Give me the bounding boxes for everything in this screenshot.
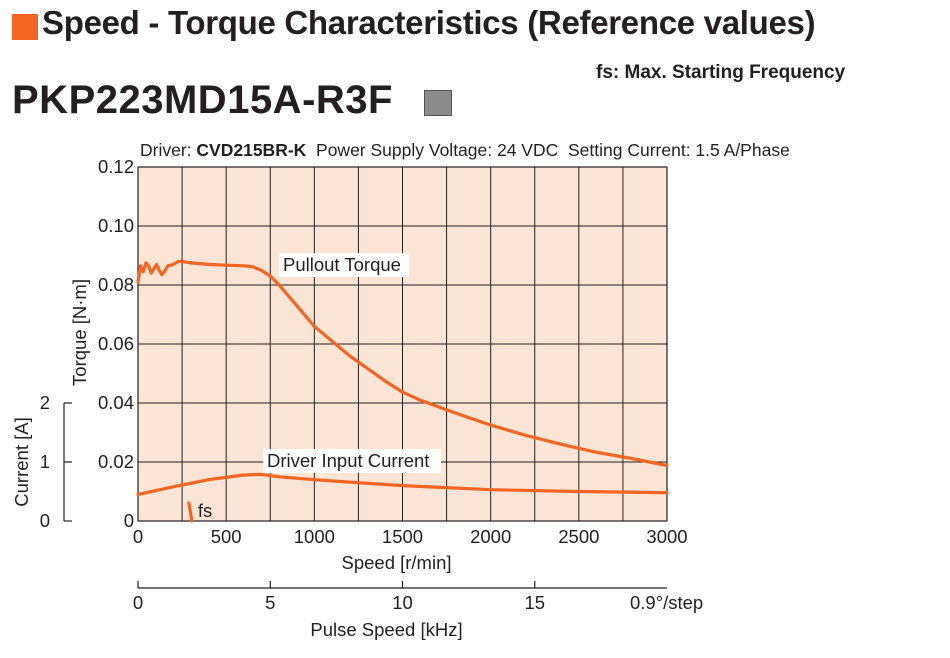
plot-frame xyxy=(137,166,668,522)
pulse-tick-label: 10 xyxy=(392,592,413,613)
pullout-label-bg xyxy=(279,253,409,277)
x-tick-label: 2500 xyxy=(558,526,599,547)
x2-axis-title: Pulse Speed [kHz] xyxy=(310,619,462,640)
driver-label: Driver: xyxy=(140,140,192,160)
model-name: PKP223MD15A-R3F xyxy=(12,78,393,122)
driver-name: CVD215BR-K xyxy=(196,140,307,160)
header-square-icon xyxy=(12,14,38,40)
pulse-speed-axis: 0 5 10 15 xyxy=(133,581,667,613)
pulse-tick-label: 15 xyxy=(524,592,545,613)
x-tick-label: 1000 xyxy=(294,526,335,547)
model-marker-square-icon xyxy=(424,90,452,116)
fs-label: fs xyxy=(198,500,212,521)
voltage-info: Power Supply Voltage: 24 VDC xyxy=(316,140,559,160)
y-tick-label: 0.10 xyxy=(98,215,134,236)
y2-axis-title: Current [A] xyxy=(11,417,32,506)
y-tick-label: 0.12 xyxy=(98,156,134,177)
current-tick-label: 1 xyxy=(40,451,50,472)
y-tick-label: 0.08 xyxy=(98,274,134,295)
y-tick-labels: 0 0.02 0.04 0.06 0.08 0.10 0.12 xyxy=(98,156,134,531)
pullout-torque-line xyxy=(136,259,669,468)
y-tick-label: 0.02 xyxy=(98,451,134,472)
current-tick-label: 2 xyxy=(40,392,50,413)
step-angle-note: 0.9°/step xyxy=(630,592,703,613)
x-tick-label: 3000 xyxy=(646,526,687,547)
pullout-torque-label: Pullout Torque xyxy=(283,254,401,275)
current-tick-label: 0 xyxy=(40,510,50,531)
pulse-tick-label: 5 xyxy=(265,592,275,613)
y-tick-label: 0.04 xyxy=(98,392,134,413)
x-tick-label: 2000 xyxy=(470,526,511,547)
y-tick-label: 0 xyxy=(124,510,134,531)
fs-marker xyxy=(187,501,194,523)
driver-info: Driver: CVD215BR-K Power Supply Voltage:… xyxy=(140,140,790,161)
x-tick-label: 1500 xyxy=(382,526,423,547)
y-tick-label: 0.06 xyxy=(98,333,134,354)
annotation-layer: Pullout Torque Driver Input Current fs xyxy=(187,253,441,523)
driver-input-current-label: Driver Input Current xyxy=(267,450,429,471)
x-tick-label: 0 xyxy=(133,526,143,547)
pulse-tick-label: 0 xyxy=(133,592,143,613)
series-layer xyxy=(136,259,669,496)
x-axis-title: Speed [r/min] xyxy=(341,552,451,573)
y-axis-title: Torque [N·m] xyxy=(69,279,90,386)
fs-note: fs: Max. Starting Frequency xyxy=(596,62,846,83)
page-title: Speed - Torque Characteristics (Referenc… xyxy=(42,4,816,41)
x-tick-labels: 0 500 1000 1500 2000 2500 3000 xyxy=(133,526,688,547)
driver-input-current-line xyxy=(136,472,669,496)
current-axis: 0 1 2 xyxy=(40,392,72,531)
x-tick-label: 500 xyxy=(211,526,242,547)
current-label-bg xyxy=(263,449,441,473)
current-info: Setting Current: 1.5 A/Phase xyxy=(568,140,790,160)
